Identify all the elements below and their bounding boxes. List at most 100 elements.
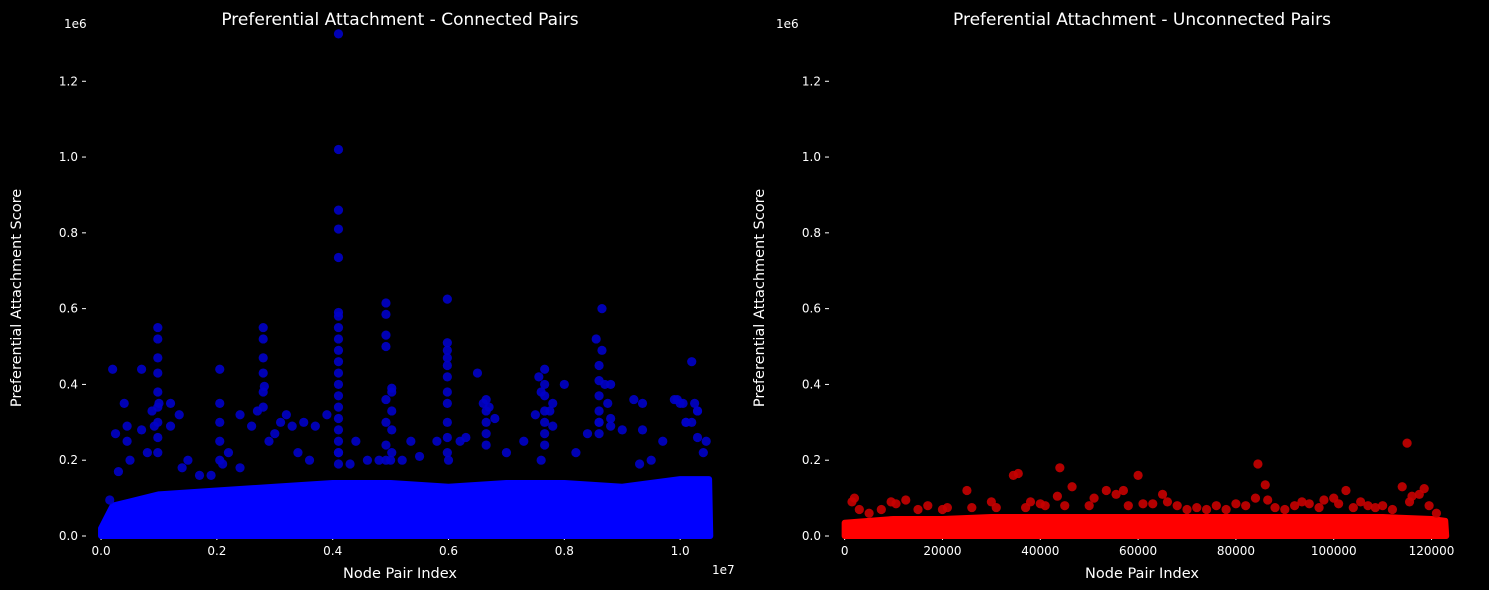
- y-offset-label: 1e6: [64, 17, 87, 31]
- data-point: [646, 455, 656, 465]
- y-tick-label: 0.4: [59, 377, 78, 391]
- data-point: [901, 495, 911, 505]
- data-point: [206, 470, 216, 480]
- data-point: [1260, 480, 1270, 490]
- data-point: [1162, 497, 1173, 507]
- data-point: [1052, 491, 1063, 501]
- data-point: [594, 429, 604, 439]
- data-point: [559, 379, 569, 390]
- axis-ticks: 0.0 0.2 0.4 0.6 0.8 1.0 1.2 0.0 0.2 0.4 0.6 0.8 1.0: [59, 74, 690, 558]
- data-point: [637, 398, 648, 408]
- data-point: [235, 410, 245, 420]
- data-point: [381, 417, 391, 427]
- data-point: [194, 470, 205, 480]
- data-point: [603, 398, 613, 408]
- data-point: [215, 364, 225, 374]
- data-point: [442, 432, 452, 443]
- data-point: [591, 334, 601, 344]
- data-point: [442, 372, 452, 382]
- y-offset-label: 1e6: [776, 17, 799, 31]
- data-point: [1356, 497, 1366, 507]
- data-point: [1280, 504, 1290, 515]
- data-point: [293, 448, 303, 458]
- data-point: [891, 499, 901, 509]
- data-point: [333, 224, 344, 234]
- data-point: [153, 368, 163, 378]
- data-point: [658, 436, 668, 446]
- data-point: [275, 417, 286, 427]
- data-point: [125, 455, 135, 465]
- data-point: [387, 406, 397, 416]
- data-point: [1067, 482, 1077, 492]
- data-point: [333, 345, 344, 355]
- data-point: [501, 448, 512, 458]
- data-point: [387, 448, 397, 458]
- y-tick-label: 0.0: [59, 529, 78, 543]
- x-tick-label: 0.6: [439, 544, 458, 558]
- data-point: [540, 379, 550, 390]
- data-point: [333, 413, 344, 424]
- data-point: [1341, 485, 1351, 496]
- x-tick-label: 60000: [1119, 544, 1157, 558]
- data-point: [442, 387, 452, 397]
- data-point: [1025, 497, 1036, 507]
- data-point: [406, 436, 416, 446]
- axis-ticks: 0.0 0.2 0.4 0.6 0.8 1.0 1.2 0 20000 40000 60000 800…: [802, 74, 1455, 558]
- data-point: [1407, 491, 1417, 501]
- data-point: [174, 410, 184, 420]
- data-point: [962, 485, 972, 496]
- x-tick-label: 20000: [923, 544, 961, 558]
- data-point: [1221, 504, 1231, 515]
- data-point: [258, 402, 268, 412]
- data-point: [153, 322, 163, 333]
- data-point: [606, 421, 616, 431]
- data-point: [153, 432, 163, 443]
- data-point: [967, 502, 977, 513]
- data-point: [442, 398, 452, 408]
- x-tick-label: 1.0: [671, 544, 690, 558]
- data-point: [1297, 497, 1307, 507]
- data-point: [1319, 495, 1329, 505]
- data-point: [1060, 501, 1070, 511]
- data-point: [571, 448, 581, 458]
- data-point: [215, 398, 225, 408]
- y-tick-label: 1.0: [802, 150, 821, 164]
- data-point: [606, 413, 616, 424]
- data-point: [594, 417, 604, 427]
- data-point: [381, 440, 391, 450]
- data-point: [215, 417, 225, 427]
- data-point: [481, 440, 491, 450]
- data-point: [698, 448, 708, 458]
- data-point: [519, 436, 529, 446]
- data-point: [136, 425, 147, 435]
- data-point: [442, 417, 452, 427]
- y-tick-label: 0.2: [802, 453, 821, 467]
- data-point: [534, 372, 544, 382]
- data-point: [362, 455, 373, 465]
- data-point: [1123, 501, 1133, 511]
- data-point: [1138, 499, 1148, 509]
- data-point: [481, 406, 491, 416]
- data-point: [113, 466, 124, 477]
- data-point: [153, 334, 163, 344]
- data-point: [1424, 501, 1434, 511]
- data-point: [136, 364, 147, 374]
- data-point: [442, 360, 452, 371]
- data-point: [351, 436, 361, 446]
- chart-title: Preferential Attachment - Unconnected Pa…: [953, 10, 1331, 30]
- data-point: [1363, 501, 1373, 511]
- data-point: [1334, 499, 1344, 509]
- data-point: [849, 493, 860, 503]
- data-point: [108, 364, 118, 374]
- plot-area: [98, 29, 714, 539]
- data-point: [281, 410, 291, 420]
- data-point: [530, 410, 540, 420]
- data-point: [1402, 438, 1412, 448]
- y-tick-label: 0.6: [802, 302, 821, 316]
- data-point: [540, 440, 550, 450]
- data-point: [165, 398, 176, 408]
- x-tick-label: 0.0: [92, 544, 111, 558]
- data-point: [287, 421, 297, 431]
- data-point: [247, 421, 257, 431]
- data-point: [147, 406, 157, 416]
